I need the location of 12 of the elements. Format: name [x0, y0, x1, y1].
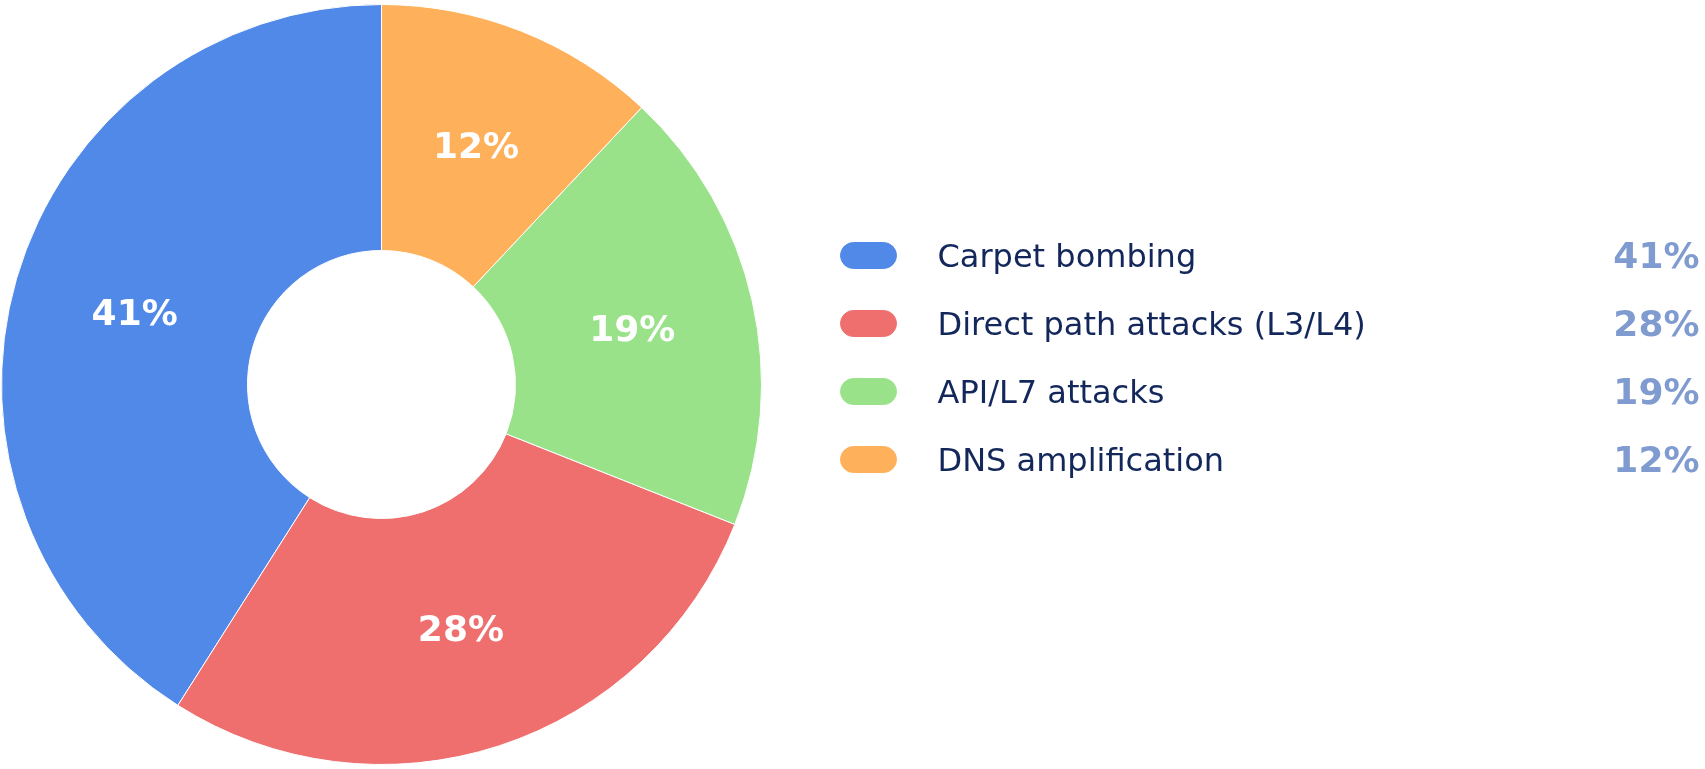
data-label: 19% — [589, 307, 676, 349]
text: 19% — [1613, 371, 1700, 412]
legend-label: Direct path attacks (L3/L4) — [937, 304, 1366, 343]
text: 28% — [1613, 303, 1700, 344]
text: 41% — [1613, 235, 1700, 276]
data-label: 41% — [91, 292, 178, 334]
legend-label: DNS amplification — [937, 440, 1225, 479]
data-label: 28% — [417, 608, 505, 650]
legend-label: Carpet bombing — [937, 236, 1197, 275]
legend-label: API/L7 attacks — [937, 372, 1165, 411]
text: 12% — [1613, 439, 1700, 480]
data-label: 12% — [433, 125, 520, 167]
